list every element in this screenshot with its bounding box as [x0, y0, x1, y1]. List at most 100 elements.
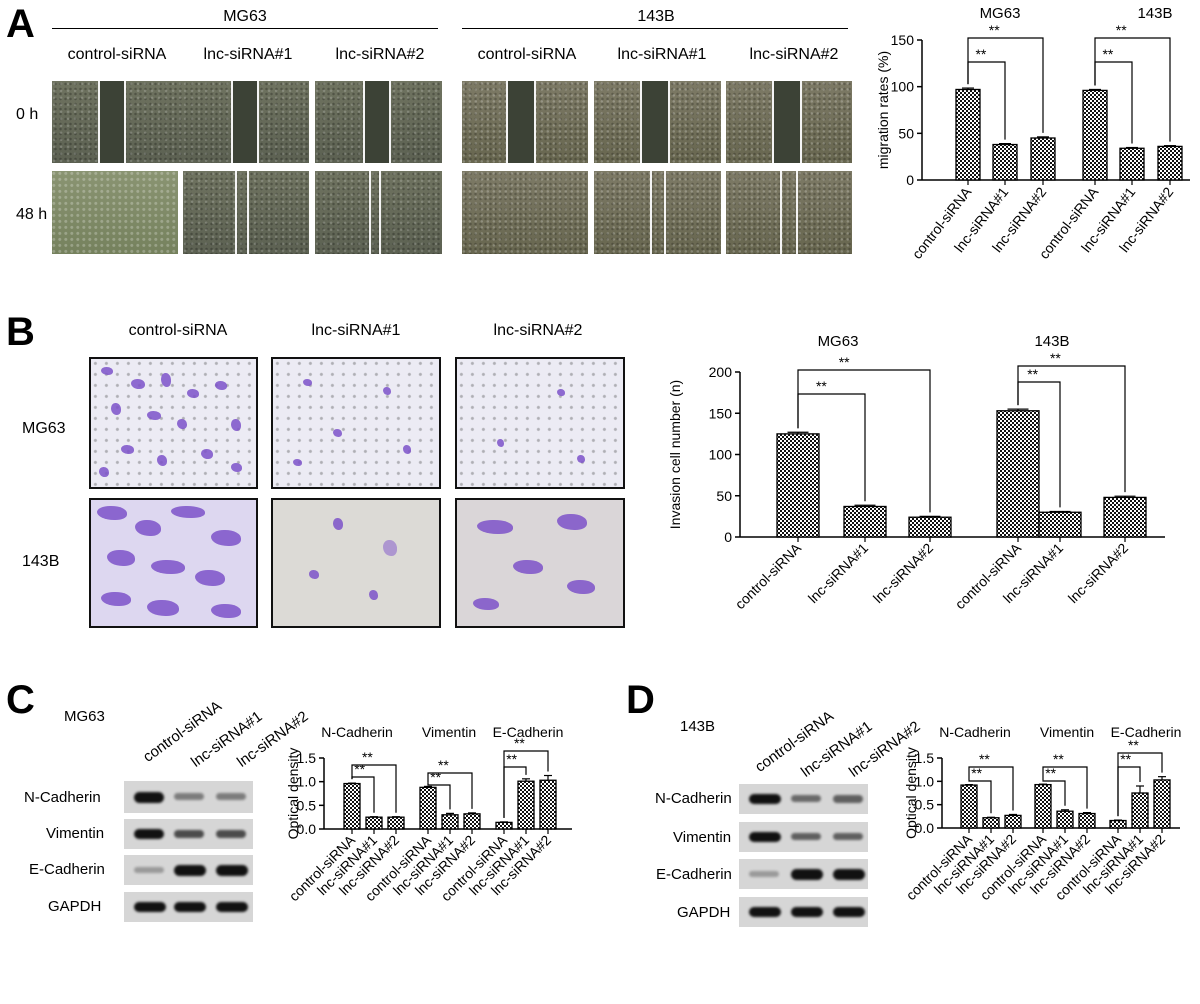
- transwell-image: [455, 357, 625, 489]
- y-tick-label: 0: [906, 172, 914, 188]
- bracket-line: [462, 28, 848, 29]
- x-tick-label: lnc-siRNA#2: [870, 540, 936, 606]
- col-label: lnc-siRNA#2: [749, 46, 839, 63]
- row-label: 0 h: [16, 106, 39, 123]
- significance-marker: **: [979, 751, 990, 767]
- panel-label-d: D: [626, 678, 655, 722]
- y-tick-label: 50: [898, 125, 914, 141]
- significance-bracket: [968, 766, 1014, 811]
- panel-label-a: A: [6, 2, 35, 46]
- protein-label: GAPDH: [677, 904, 731, 921]
- col-label: control-siRNA: [128, 322, 228, 339]
- significance-marker: **: [1120, 751, 1131, 767]
- significance-marker: **: [1116, 22, 1127, 38]
- wound-image: [52, 81, 184, 163]
- significance-marker: **: [506, 751, 517, 767]
- significance-marker: **: [438, 757, 449, 773]
- y-axis-label: Optical density: [285, 748, 301, 840]
- significance-marker: **: [816, 378, 827, 394]
- panel-label-c: C: [6, 678, 35, 722]
- y-tick-label: 0.5: [915, 797, 935, 813]
- y-axis-label: migration rates (%): [875, 51, 891, 169]
- y-tick-label: 100: [709, 447, 733, 463]
- group-label: MG63: [818, 333, 859, 350]
- x-tick-label: lnc-siRNA#1: [805, 540, 871, 606]
- bar: [1056, 810, 1074, 829]
- significance-bracket: [797, 369, 931, 513]
- protein-label: E-Cadherin: [656, 866, 732, 883]
- wound-image: [183, 81, 309, 163]
- significance-marker: **: [839, 354, 850, 370]
- significance-bracket: [427, 782, 451, 810]
- bar: [1030, 137, 1056, 181]
- group-label: E-Cadherin: [1111, 724, 1182, 740]
- row-label: 48 h: [16, 206, 48, 223]
- bar: [982, 817, 1000, 829]
- wound-image: [462, 81, 588, 163]
- wound-image: [594, 171, 721, 254]
- col-label: lnc-siRNA#1: [203, 46, 293, 63]
- celline-label-143b-a: 143B: [637, 8, 675, 25]
- significance-bracket: [967, 37, 1044, 133]
- panel-label-b: B: [6, 310, 35, 354]
- significance-marker: **: [975, 46, 986, 62]
- y-axis-label: Invasion cell number (n): [667, 380, 683, 529]
- bar: [539, 779, 557, 830]
- bar: [343, 782, 361, 830]
- western-blot-strip: [739, 822, 868, 852]
- significance-bracket: [427, 772, 473, 809]
- y-tick-label: 1.0: [297, 774, 317, 790]
- bar: [517, 780, 535, 830]
- bar: [387, 816, 405, 830]
- y-tick-label: 100: [891, 79, 915, 95]
- significance-marker: **: [1053, 751, 1064, 767]
- group-label: E-Cadherin: [493, 724, 564, 740]
- wound-image: [462, 171, 588, 254]
- bar: [1153, 779, 1171, 829]
- bar: [441, 814, 459, 830]
- group-label: Vimentin: [1040, 724, 1094, 740]
- x-tick-label: lnc-siRNA#2: [1065, 540, 1131, 606]
- col-label: control-siRNA: [477, 46, 577, 63]
- bar: [776, 433, 820, 538]
- col-label: lnc-siRNA#2: [493, 322, 583, 339]
- significance-marker: **: [430, 769, 441, 785]
- significance-marker: **: [1045, 765, 1056, 781]
- y-tick-label: 200: [709, 364, 733, 380]
- col-label: control-siRNA: [67, 46, 167, 63]
- group-label: 143B: [1034, 333, 1069, 350]
- y-tick-label: 0: [724, 529, 732, 545]
- x-tick-label: control-siRNA: [732, 539, 805, 612]
- invasion-cell-chart: 0 50 100 150 200 Invasion cell number (n) cont…: [667, 333, 1165, 612]
- bar: [1078, 812, 1096, 829]
- bar: [1157, 145, 1183, 181]
- bar: [1038, 511, 1082, 538]
- bracket-line: [52, 28, 438, 29]
- col-label: lnc-siRNA#1: [617, 46, 707, 63]
- protein-label: Vimentin: [673, 829, 732, 846]
- y-tick-label: 1.5: [915, 750, 935, 766]
- significance-marker: **: [1128, 737, 1139, 753]
- group-label: MG63: [980, 5, 1021, 22]
- bar: [495, 821, 513, 830]
- western-blot-strip: [739, 784, 868, 814]
- y-tick-label: 150: [709, 405, 733, 421]
- bar: [992, 143, 1018, 181]
- group-label: N-Cadherin: [939, 724, 1011, 740]
- significance-bracket: [1042, 780, 1066, 806]
- bar: [955, 88, 981, 181]
- bar: [908, 516, 952, 538]
- western-blot-strip: [739, 897, 868, 927]
- bar: [419, 786, 437, 830]
- western-blot-strip: [124, 819, 253, 849]
- transwell-image: [271, 357, 441, 489]
- western-blot-strip: [739, 859, 868, 889]
- bar: [843, 505, 887, 538]
- bar: [1034, 783, 1052, 829]
- wound-image: [726, 171, 852, 254]
- celline-label: MG63: [64, 708, 105, 725]
- y-tick-label: 1.5: [297, 750, 317, 766]
- wound-image: [183, 171, 309, 254]
